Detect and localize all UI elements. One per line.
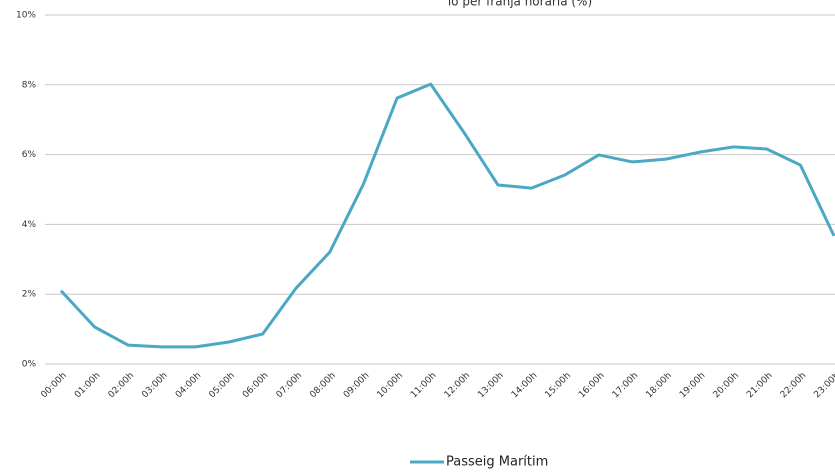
y-tick-label: 10%	[16, 11, 36, 21]
y-tick-label: 0%	[22, 360, 37, 370]
x-tick-label: 10:00h	[376, 371, 405, 400]
y-tick-label: 4%	[22, 220, 37, 230]
x-tick-label: 17:00h	[611, 371, 640, 400]
x-tick-label: 00:00h	[39, 371, 68, 400]
x-tick-label: 22:00h	[779, 371, 808, 400]
x-tick-label: 01:00h	[73, 371, 102, 400]
x-tick-label: 07:00h	[275, 371, 304, 400]
x-tick-label: 08:00h	[308, 371, 337, 400]
x-tick-label: 23:00h	[812, 371, 835, 400]
x-tick-label: 05:00h	[207, 371, 236, 400]
x-tick-label: 06:00h	[241, 371, 270, 400]
x-tick-label: 11:00h	[409, 371, 438, 400]
x-tick-label: 14:00h	[510, 371, 539, 400]
x-tick-label: 19:00h	[678, 371, 707, 400]
x-tick-label: 03:00h	[140, 371, 169, 400]
x-tick-label: 12:00h	[443, 371, 472, 400]
x-tick-label: 04:00h	[174, 371, 203, 400]
y-tick-label: 2%	[22, 290, 37, 300]
x-tick-label: 21:00h	[745, 371, 774, 400]
x-tick-label: 16:00h	[577, 371, 606, 400]
x-tick-label: 09:00h	[342, 371, 371, 400]
chart-title: ió per franja horària (%)	[448, 0, 592, 9]
data-line	[59, 82, 835, 349]
y-tick-label: 6%	[22, 150, 37, 160]
x-tick-label: 13:00h	[476, 371, 505, 400]
y-tick-label: 8%	[22, 80, 37, 90]
x-tick-label: 15:00h	[544, 371, 573, 400]
x-tick-label: 18:00h	[644, 371, 673, 400]
x-tick-label: 20:00h	[712, 371, 741, 400]
legend-label: Passeig Marítim	[446, 455, 548, 470]
x-tick-label: 02:00h	[107, 371, 136, 400]
